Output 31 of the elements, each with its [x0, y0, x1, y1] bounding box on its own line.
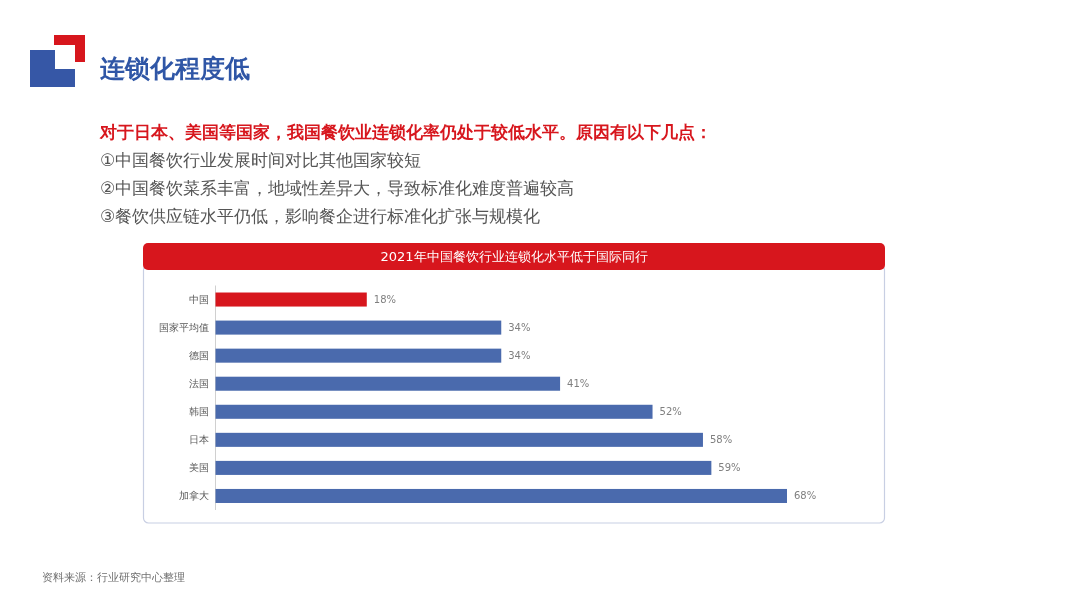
text: ②中国餐饮菜系丰富，地域性差异大，导致标准化难度普遍较高: [100, 178, 575, 198]
y-tick-label: 德国: [189, 350, 209, 362]
y-tick-label: 法国: [189, 378, 209, 390]
data-label: 34%: [508, 322, 531, 334]
chart-title: 连锁化程度低: [99, 54, 250, 83]
bar: [215, 376, 561, 391]
data-label: 41%: [567, 378, 590, 390]
data-label: 52%: [659, 406, 682, 418]
y-tick-label: 美国: [189, 462, 209, 474]
bar: [215, 292, 367, 307]
bar: [215, 460, 712, 475]
y-tick-label: 国家平均值: [159, 322, 209, 334]
y-tick-label: 加拿大: [179, 490, 209, 502]
data-label: 59%: [718, 462, 741, 474]
y-tick-label: 韩国: [189, 406, 209, 418]
bar: [215, 488, 787, 503]
data-label: 68%: [794, 490, 817, 502]
data-label: 58%: [709, 434, 733, 446]
data-label: 18%: [373, 294, 397, 306]
y-tick-label: 中国: [189, 294, 209, 306]
text: ③餐饮供应链水平仍低，影响餐企进行标准化扩张与规模化: [100, 206, 541, 226]
chart-subtitle: 对于日本、美国等国家，我国餐饮业连锁化率仍处于较低水平。原因有以下几点：: [99, 122, 712, 142]
text: ①中国餐饮行业发展时间对比其他国家较短: [100, 150, 422, 170]
bar: [215, 320, 502, 335]
bar: [215, 404, 653, 419]
bar: [215, 348, 502, 363]
text: 资料来源：行业研究中心整理: [42, 571, 185, 584]
bar: [215, 432, 703, 447]
text: 2021年中国餐饮行业连锁化水平低于国际同行: [380, 249, 648, 265]
y-tick-label: 日本: [189, 434, 209, 446]
data-label: 34%: [508, 350, 531, 362]
